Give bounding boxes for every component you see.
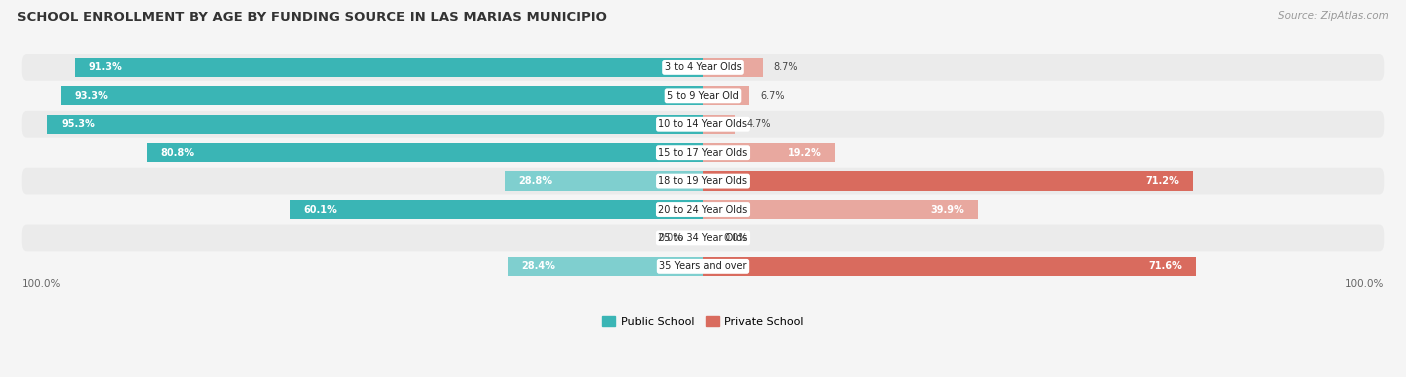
Text: 4.7%: 4.7% — [747, 119, 770, 129]
Text: 25 to 34 Year Olds: 25 to 34 Year Olds — [658, 233, 748, 243]
Text: 0.0%: 0.0% — [658, 233, 682, 243]
FancyBboxPatch shape — [21, 168, 1385, 195]
Text: 5 to 9 Year Old: 5 to 9 Year Old — [666, 91, 740, 101]
Text: 20 to 24 Year Olds: 20 to 24 Year Olds — [658, 204, 748, 215]
Text: 71.2%: 71.2% — [1146, 176, 1180, 186]
Text: 35 Years and over: 35 Years and over — [659, 261, 747, 271]
Text: 100.0%: 100.0% — [1344, 279, 1384, 289]
Bar — [703, 143, 835, 162]
Bar — [75, 58, 703, 77]
Bar — [703, 58, 763, 77]
Text: 0.0%: 0.0% — [724, 233, 748, 243]
Bar — [703, 172, 1192, 191]
Text: 91.3%: 91.3% — [89, 63, 122, 72]
Bar — [290, 200, 703, 219]
Text: 60.1%: 60.1% — [304, 204, 337, 215]
Text: 6.7%: 6.7% — [761, 91, 785, 101]
FancyBboxPatch shape — [21, 253, 1385, 280]
Bar — [48, 115, 703, 134]
Text: 71.6%: 71.6% — [1149, 261, 1182, 271]
Text: 100.0%: 100.0% — [22, 279, 62, 289]
Text: 3 to 4 Year Olds: 3 to 4 Year Olds — [665, 63, 741, 72]
Bar — [703, 200, 977, 219]
Text: 93.3%: 93.3% — [75, 91, 108, 101]
Bar — [148, 143, 703, 162]
FancyBboxPatch shape — [21, 54, 1385, 81]
Text: 18 to 19 Year Olds: 18 to 19 Year Olds — [658, 176, 748, 186]
FancyBboxPatch shape — [21, 225, 1385, 251]
Bar — [505, 172, 703, 191]
Text: 15 to 17 Year Olds: 15 to 17 Year Olds — [658, 148, 748, 158]
Bar — [508, 257, 703, 276]
Text: 80.8%: 80.8% — [160, 148, 195, 158]
Text: 10 to 14 Year Olds: 10 to 14 Year Olds — [658, 119, 748, 129]
Text: Source: ZipAtlas.com: Source: ZipAtlas.com — [1278, 11, 1389, 21]
FancyBboxPatch shape — [21, 196, 1385, 223]
Bar — [703, 115, 735, 134]
FancyBboxPatch shape — [21, 111, 1385, 138]
Text: 39.9%: 39.9% — [929, 204, 963, 215]
Text: 8.7%: 8.7% — [773, 63, 799, 72]
Bar — [703, 257, 1195, 276]
FancyBboxPatch shape — [21, 83, 1385, 109]
Text: 28.8%: 28.8% — [519, 176, 553, 186]
Bar — [703, 86, 749, 106]
FancyBboxPatch shape — [21, 139, 1385, 166]
Text: SCHOOL ENROLLMENT BY AGE BY FUNDING SOURCE IN LAS MARIAS MUNICIPIO: SCHOOL ENROLLMENT BY AGE BY FUNDING SOUR… — [17, 11, 607, 24]
Text: 19.2%: 19.2% — [787, 148, 821, 158]
Text: 95.3%: 95.3% — [60, 119, 94, 129]
Text: 28.4%: 28.4% — [522, 261, 555, 271]
Legend: Public School, Private School: Public School, Private School — [598, 312, 808, 331]
Bar — [60, 86, 703, 106]
